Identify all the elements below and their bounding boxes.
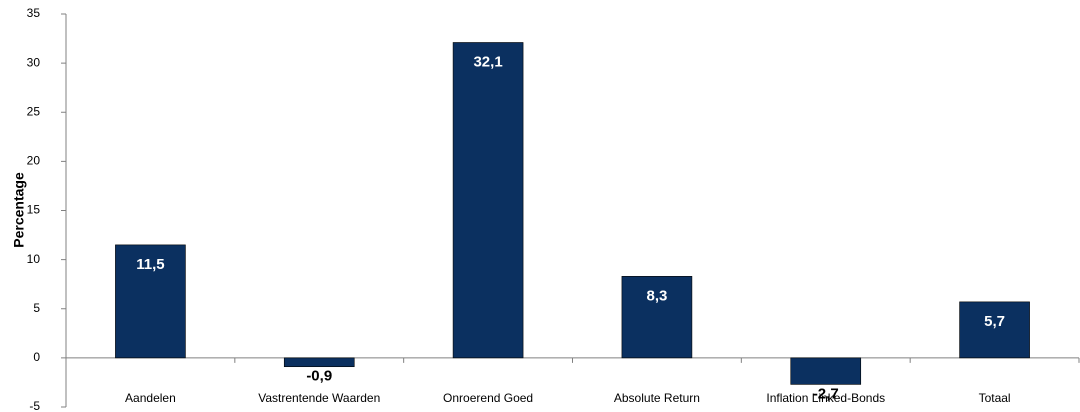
bar <box>452 42 524 359</box>
bar <box>283 357 355 368</box>
value-label: -0,9 <box>306 368 332 385</box>
x-tick-label: Absolute Return <box>614 391 700 405</box>
y-tick-label: -5 <box>29 399 40 412</box>
x-tick-label: Onroerend Goed <box>443 391 533 405</box>
y-tick-label: 25 <box>27 104 41 118</box>
x-tick-label: Totaal <box>979 391 1011 405</box>
value-label: 8,3 <box>646 287 667 304</box>
y-tick-label: 10 <box>27 252 41 266</box>
value-label: 32,1 <box>473 53 502 70</box>
y-tick-label: 30 <box>27 55 41 69</box>
bar <box>621 276 693 359</box>
x-tick-label: Inflation Linked-Bonds <box>766 391 885 405</box>
value-label: -2,7 <box>813 385 839 402</box>
bar <box>790 357 862 385</box>
bar <box>959 301 1030 359</box>
value-label: 11,5 <box>136 256 164 273</box>
y-tick-label: 15 <box>27 203 41 217</box>
x-tick-label: Vastrentende Waarden <box>258 391 380 405</box>
y-tick-label: 0 <box>33 350 40 364</box>
y-tick-label: 20 <box>27 154 41 168</box>
bar <box>115 244 186 359</box>
y-tick-label: 5 <box>33 301 40 315</box>
value-label: 5,7 <box>984 313 1005 330</box>
y-tick-label: 35 <box>27 6 41 20</box>
y-axis-label: Percentage <box>11 172 27 248</box>
x-tick-label: Aandelen <box>125 391 176 405</box>
